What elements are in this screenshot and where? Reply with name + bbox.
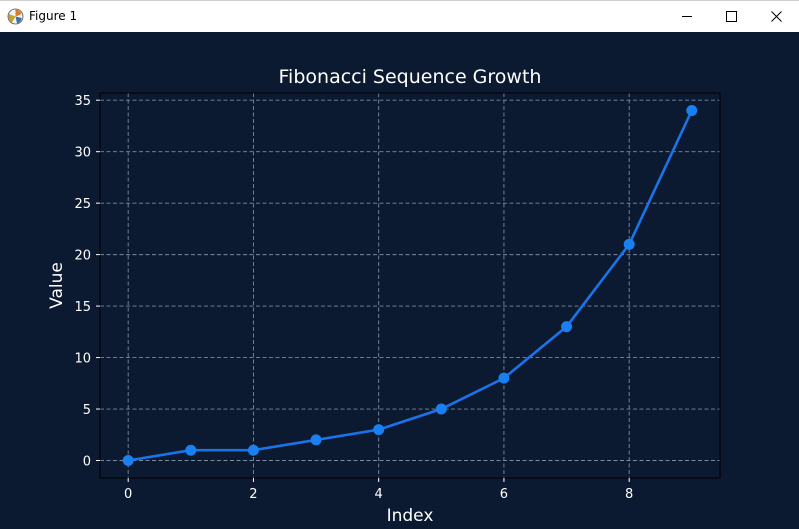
x-tick-label: 0: [124, 487, 132, 502]
y-tick-label: 20: [74, 249, 91, 264]
y-tick-label: 30: [74, 146, 91, 161]
series-line: [127, 109, 693, 462]
data-point: [247, 444, 259, 456]
y-axis-label: Value: [47, 262, 67, 309]
data-point: [435, 403, 447, 415]
figure-canvas: 0 2 4 6 8 0 5 10 15 20 25 30 35 Fibonacci Sequence G…: [0, 32, 799, 529]
x-axis-label: Index: [387, 506, 434, 526]
data-point: [185, 444, 197, 456]
data-point: [686, 105, 698, 116]
y-tick-label: 15: [74, 300, 91, 315]
data-point: [623, 238, 635, 250]
data-point: [373, 424, 385, 436]
data-point: [561, 321, 573, 333]
chart-title: Fibonacci Sequence Growth: [279, 66, 542, 88]
matplotlib-icon: [7, 8, 24, 25]
grid-layer: [100, 93, 720, 478]
minimize-button[interactable]: [664, 1, 710, 32]
window-title: Figure 1: [29, 9, 78, 23]
maximize-icon: [725, 11, 737, 22]
series-layer: [122, 105, 698, 466]
x-tick-label: 2: [249, 487, 257, 502]
x-tick-label: 8: [625, 487, 633, 502]
y-tick-label: 10: [74, 352, 91, 367]
line-chart: 0 2 4 6 8 0 5 10 15 20 25 30 35 Fibonacci Sequence G…: [47, 66, 721, 526]
window-titlebar: Figure 1: [0, 0, 799, 32]
tick-layer: 0 2 4 6 8 0 5 10 15 20 25 30 35: [74, 94, 633, 502]
close-icon: [770, 11, 782, 22]
close-button[interactable]: [753, 1, 799, 32]
y-tick-label: 35: [74, 94, 91, 109]
y-tick-label: 0: [83, 455, 91, 470]
y-tick-label: 5: [83, 403, 91, 418]
minimize-icon: [681, 16, 692, 17]
x-tick-label: 6: [500, 487, 508, 502]
data-point: [122, 455, 134, 466]
y-tick-label: 25: [74, 197, 91, 212]
data-point: [310, 434, 322, 446]
data-point: [498, 372, 510, 384]
x-tick-label: 4: [375, 487, 383, 502]
plot-frame: [99, 92, 721, 479]
maximize-button[interactable]: [708, 1, 754, 32]
